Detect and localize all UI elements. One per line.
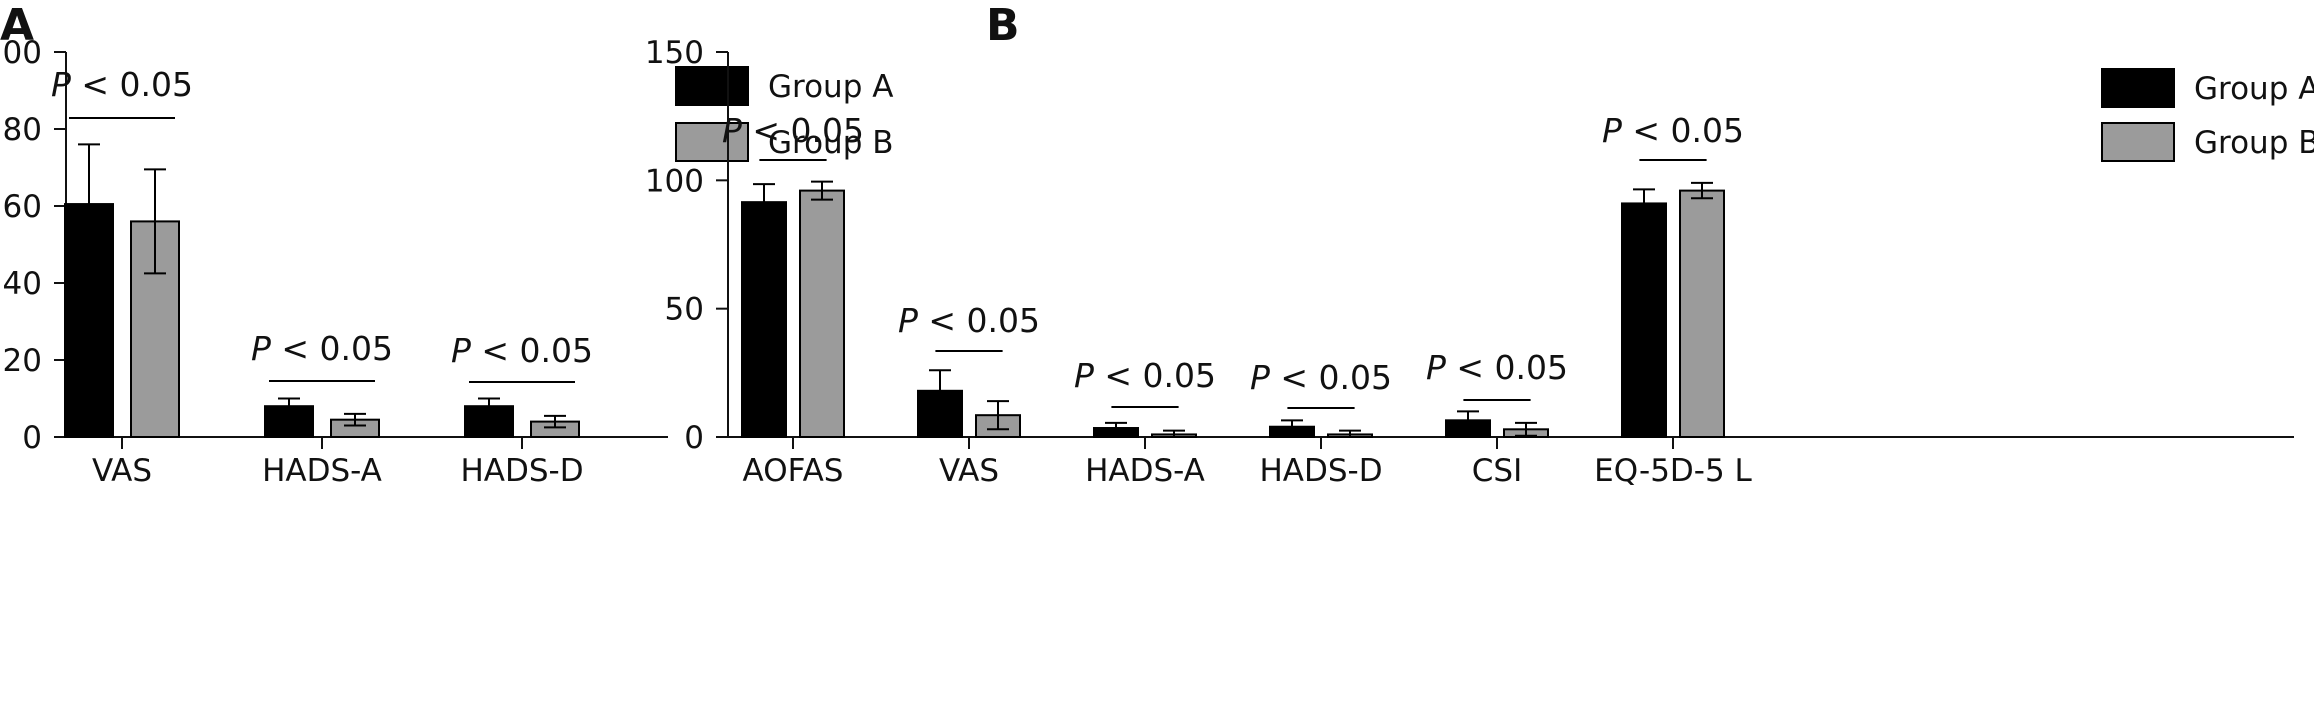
bar	[1269, 425, 1315, 439]
panel-a-chart: 0 20 40 60 80 100 VAS P < 0.05 HADS-A P < 0.05 HAD…	[0, 35, 894, 489]
y-tick-label: 0	[22, 420, 42, 456]
bar	[64, 203, 114, 438]
bar	[799, 189, 845, 438]
legend-swatch-group-a	[675, 66, 749, 106]
p-value-label: P < 0.05	[722, 111, 864, 150]
panel-b-letter: B	[986, 0, 1020, 51]
p-value-label: P < 0.05	[451, 331, 593, 370]
bar	[1093, 427, 1139, 438]
bar	[1679, 189, 1725, 438]
y-tick-label: 100	[645, 163, 704, 199]
legend-swatch-group-a	[2101, 68, 2175, 108]
x-tick-label: HADS-D	[460, 453, 583, 489]
x-tick-label: VAS	[92, 453, 152, 489]
legend-swatch-group-b	[2101, 122, 2175, 162]
bar	[264, 405, 314, 439]
panel-a-letter: A	[0, 0, 34, 51]
x-tick-label: EQ-5D-5 L	[1594, 453, 1752, 489]
legend-label-group-a: Group A	[2194, 71, 2314, 107]
x-tick-label: HADS-A	[262, 453, 382, 489]
x-tick-label: HADS-A	[1085, 453, 1205, 489]
x-tick-label: CSI	[1472, 453, 1522, 489]
y-tick-label: 0	[684, 420, 704, 456]
legend-label-group-b: Group B	[2194, 125, 2314, 161]
p-value-label: P < 0.05	[1250, 358, 1392, 397]
legend-label-group-a: Group A	[768, 69, 893, 105]
p-value-label: P < 0.05	[251, 329, 393, 368]
y-tick-label: 100	[0, 35, 42, 71]
bar	[1621, 202, 1667, 438]
p-value-label: P < 0.05	[1602, 111, 1744, 150]
x-tick-label: VAS	[939, 453, 999, 489]
y-tick-label: 20	[3, 343, 42, 379]
panel-b-chart: 0 50 100 150 AOFAS P < 0.05 VAS P < 0.05 HADS-A P…	[645, 35, 2314, 489]
y-tick-label: 50	[665, 292, 704, 328]
bar	[917, 389, 963, 438]
y-tick-label: 80	[3, 112, 42, 148]
p-value-label: P < 0.05	[1074, 356, 1216, 395]
y-tick-label: 60	[3, 189, 42, 225]
bar	[464, 405, 514, 439]
p-value-label: P < 0.05	[1426, 348, 1568, 387]
bar	[741, 201, 787, 438]
p-value-label: P < 0.05	[898, 301, 1040, 340]
x-tick-label: AOFAS	[743, 453, 844, 489]
y-tick-label: 40	[3, 266, 42, 302]
legend-swatch-group-b	[675, 122, 749, 162]
legend-label-group-b: Group B	[768, 125, 894, 161]
p-value-label: P < 0.05	[51, 65, 193, 104]
x-tick-label: HADS-D	[1259, 453, 1382, 489]
bar	[1445, 419, 1491, 439]
y-tick-label: 150	[645, 35, 704, 71]
